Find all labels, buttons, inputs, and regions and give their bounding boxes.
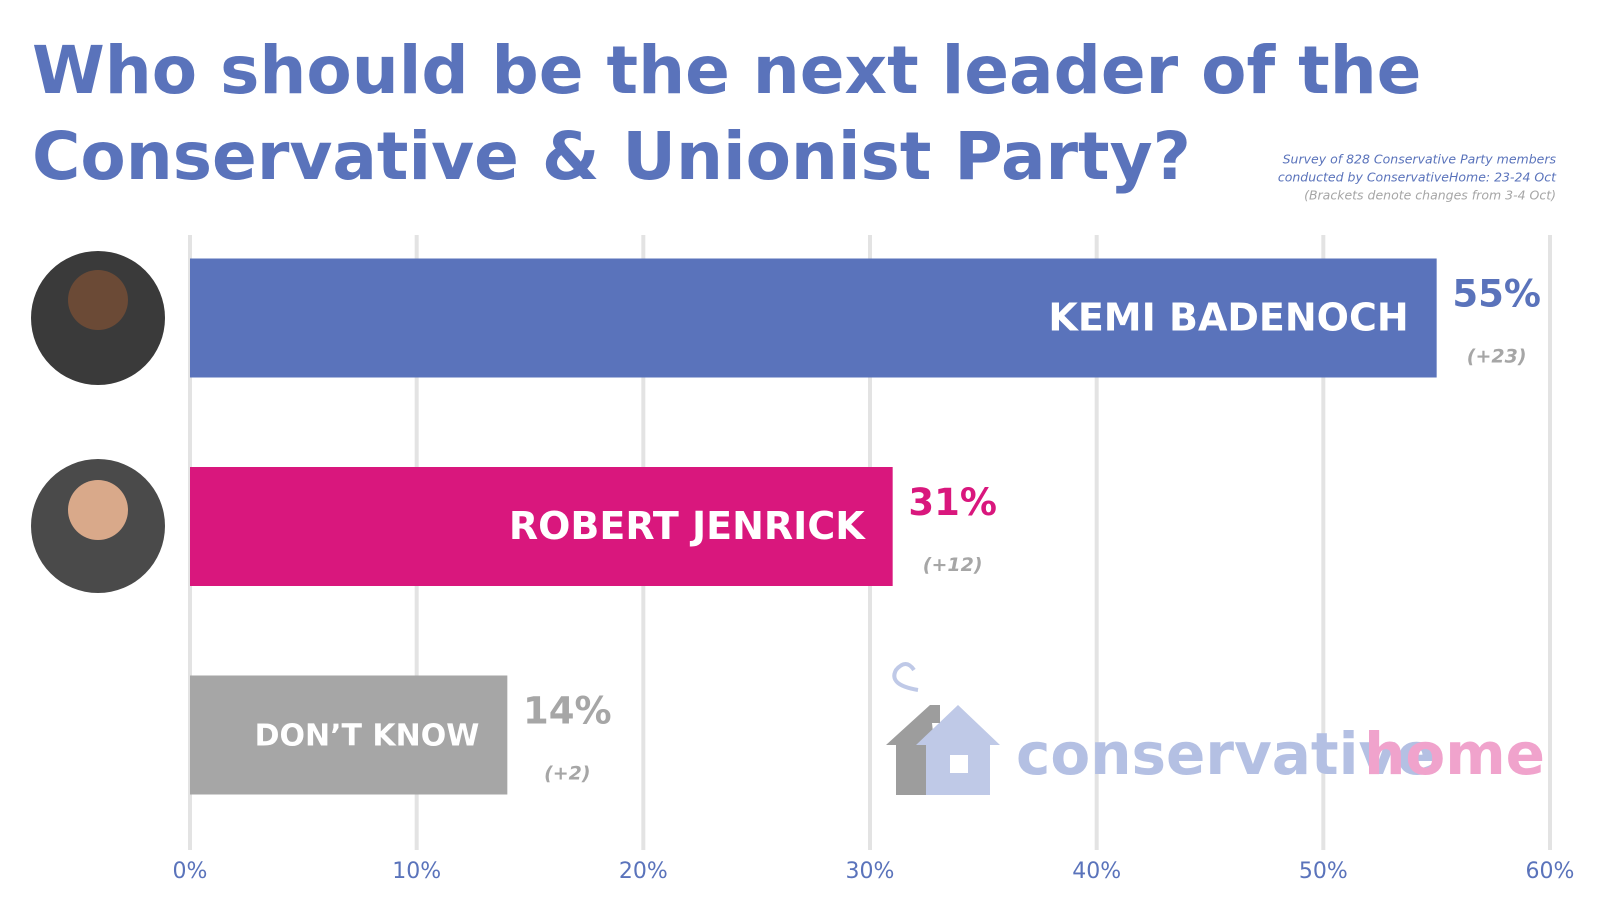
- logo-house: [886, 662, 1000, 795]
- x-tick-label: 60%: [1526, 859, 1575, 884]
- value-label: 31%: [908, 481, 997, 524]
- x-tick-label: 20%: [619, 859, 668, 884]
- chart-title: Who should be the next leader of the: [32, 32, 1421, 109]
- value-label: 14%: [523, 690, 612, 733]
- change-label: (+12): [923, 554, 983, 576]
- x-tick-label: 0%: [173, 859, 208, 884]
- bar: [190, 467, 893, 586]
- category-label: KEMI BADENOCH: [1048, 296, 1408, 340]
- category-label: ROBERT JENRICK: [509, 504, 866, 548]
- category-label: DON’T KNOW: [255, 719, 480, 754]
- x-tick-label: 40%: [1072, 859, 1121, 884]
- x-tick-label: 10%: [392, 859, 441, 884]
- note: Survey of 828 Conservative Party members: [1283, 152, 1557, 167]
- chart-title: Conservative & Unionist Party?: [32, 118, 1191, 195]
- note: conducted by ConservativeHome: 23-24 Oct: [1278, 170, 1557, 185]
- value-label: 55%: [1452, 273, 1541, 316]
- change-label: (+2): [544, 763, 591, 785]
- change-label: (+23): [1467, 346, 1527, 368]
- x-tick-label: 50%: [1299, 859, 1348, 884]
- logo-text: home: [1364, 720, 1545, 788]
- portrait-face: [68, 270, 128, 330]
- bar: [190, 675, 508, 795]
- logo-text: conservative: [1016, 720, 1436, 788]
- note: (Brackets denote changes from 3-4 Oct): [1304, 188, 1556, 203]
- bar: [190, 258, 1437, 378]
- x-tick-label: 30%: [846, 859, 895, 884]
- portrait-face: [68, 480, 128, 540]
